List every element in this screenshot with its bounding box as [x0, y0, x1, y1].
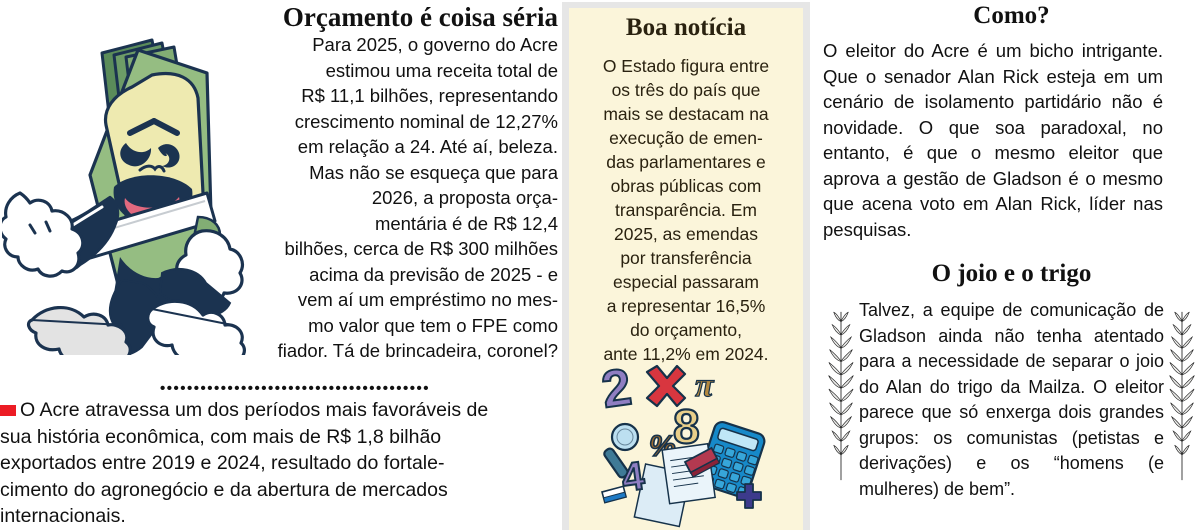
svg-text:2: 2 — [598, 358, 635, 419]
svg-text:π: π — [695, 367, 715, 404]
